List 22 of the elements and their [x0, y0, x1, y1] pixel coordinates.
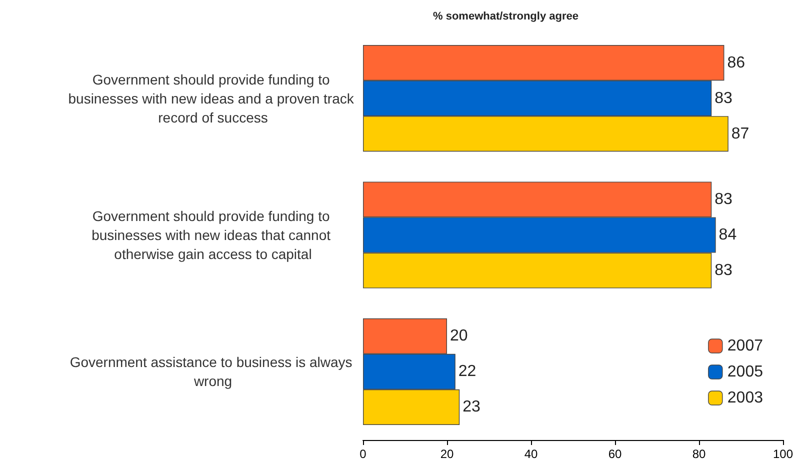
- x-tick-label: 40: [524, 447, 538, 461]
- legend-label: 2003: [727, 390, 764, 406]
- data-label: 83: [714, 262, 732, 280]
- x-tick-label: 100: [772, 447, 794, 461]
- x-tick-label: 20: [440, 447, 454, 461]
- data-label: 23: [462, 398, 480, 416]
- y-tick-label: Government should provide funding to businesses with new ideas and a proven track record of success: [68, 71, 358, 126]
- data-label: 20: [450, 328, 468, 345]
- y-tick-label: Government should provide funding to businesses with new ideas that cannot otherwise gain access to capital: [92, 208, 334, 262]
- data-label: 22: [458, 363, 476, 380]
- data-label: 83: [714, 90, 732, 107]
- x-tick-label: 80: [692, 447, 706, 461]
- data-label: 87: [731, 125, 750, 142]
- y-tick-label: Government assistance to business is always wrong: [70, 354, 356, 390]
- legend-label: 2005: [727, 364, 764, 380]
- data-label: 83: [714, 190, 732, 208]
- x-tick-label: 0: [360, 447, 367, 461]
- data-label: 86: [727, 54, 746, 72]
- data-label: 84: [718, 226, 737, 244]
- chart-title: % somewhat/strongly agree: [433, 10, 578, 22]
- legend-label: 2007: [727, 338, 764, 354]
- x-tick-label: 60: [608, 447, 622, 461]
